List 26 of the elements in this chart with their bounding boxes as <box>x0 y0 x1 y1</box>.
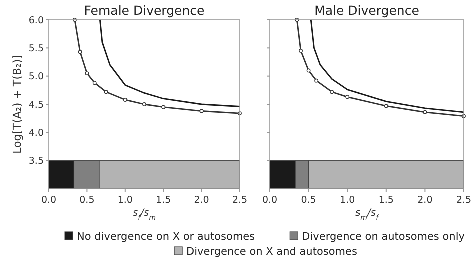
legend-label: No divergence on X or autosomes <box>77 231 256 243</box>
x-tick-label: 1.0 <box>340 195 356 206</box>
x-tick-label: 1.0 <box>118 195 133 206</box>
chart-title: Male Divergence <box>314 3 420 18</box>
x-tick-label: 1.5 <box>378 195 394 206</box>
legend-label: Divergence on autosomes only <box>302 231 465 243</box>
x-tick-label: 0.5 <box>80 195 95 206</box>
x-tick-label: 1.5 <box>156 195 172 206</box>
y-tick-label: 3.5 <box>28 156 44 168</box>
x-tick-label: 2.5 <box>456 195 472 206</box>
x-tick-label: 0.0 <box>41 195 57 206</box>
x-axis-title: s$_{f}$/s$_{m}$ <box>132 208 156 222</box>
x-tick-label: 0.5 <box>301 195 316 206</box>
y-tick-label: 6.0 <box>28 15 44 26</box>
y-tick-label: 4.0 <box>28 128 44 139</box>
y-tick-label: 4.5 <box>28 100 44 111</box>
x-tick-label: 0.0 <box>262 195 278 206</box>
y-tick-label: 5.5 <box>28 43 44 54</box>
x-tick-label: 2.0 <box>194 195 210 206</box>
chart-title: Female Divergence <box>84 3 205 18</box>
x-tick-label: 2.5 <box>232 195 248 206</box>
y-tick-label: 5.0 <box>28 72 44 83</box>
x-axis-title: s$_{m}$/s$_{f}$ <box>355 208 380 222</box>
legend-label: Divergence on X and autosomes <box>186 246 358 258</box>
x-tick-label: 2.0 <box>418 195 433 206</box>
y-axis-title: Log[T(A₂) + T(B₂)] <box>11 55 24 154</box>
